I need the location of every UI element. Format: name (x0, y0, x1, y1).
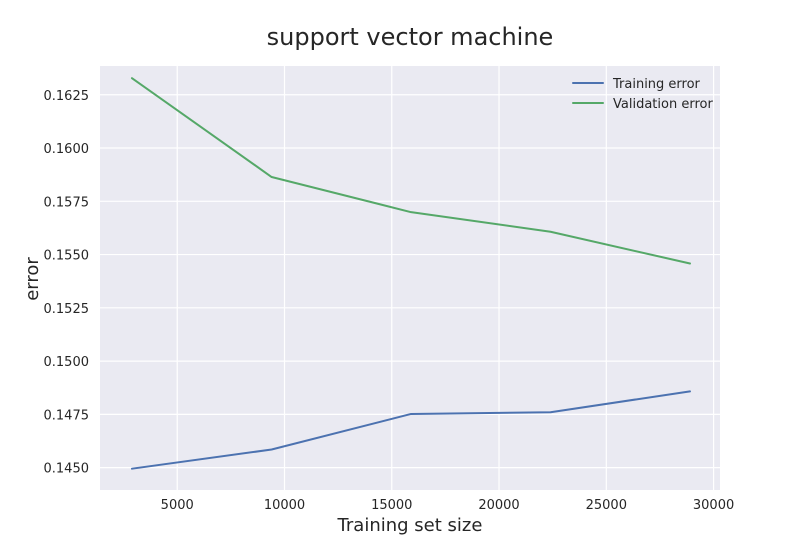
x-tick-label-15000: 15000 (371, 498, 412, 513)
legend-label-validation-error: Validation error (613, 97, 713, 112)
series-lines (130, 77, 691, 470)
y-axis-ticks: 0.1450 0.1475 0.1500 0.1525 0.1550 0.1575 0.16… (44, 89, 90, 477)
y-axis-label: error (22, 257, 43, 301)
x-tick-label-5000: 5000 (161, 498, 194, 513)
y-tick-label-0.1475: 0.1475 (44, 408, 90, 423)
x-axis-label: Training set size (337, 515, 483, 536)
plot-area (100, 66, 720, 490)
x-tick-label-25000: 25000 (586, 498, 627, 513)
y-tick-label-0.1575: 0.1575 (44, 195, 90, 210)
y-tick-label-0.1500: 0.1500 (44, 355, 90, 370)
y-tick-label-0.1600: 0.1600 (44, 142, 90, 157)
x-tick-label-20000: 20000 (478, 498, 519, 513)
y-tick-label-0.1450: 0.1450 (44, 462, 90, 477)
chart-title: support vector machine (267, 23, 554, 51)
grid-lines (100, 66, 720, 490)
x-tick-label-10000: 10000 (264, 498, 305, 513)
y-tick-label-0.1525: 0.1525 (44, 302, 90, 317)
x-axis-ticks: 5000 10000 15000 20000 25000 30000 (161, 498, 735, 513)
y-tick-label-0.1625: 0.1625 (44, 89, 90, 104)
y-tick-label-0.1550: 0.1550 (44, 249, 90, 264)
legend-label-training-error: Training error (612, 77, 701, 92)
x-tick-label-30000: 30000 (693, 498, 734, 513)
legend: Training error Validation error (572, 77, 713, 112)
